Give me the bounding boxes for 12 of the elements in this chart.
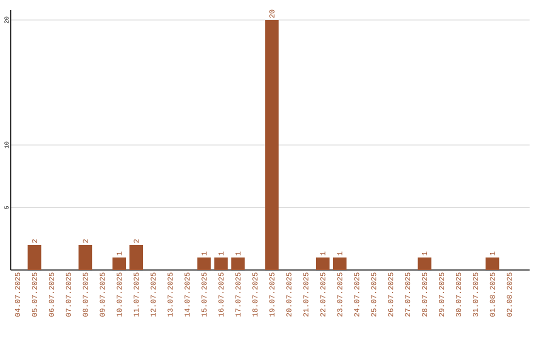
bar bbox=[265, 20, 279, 270]
bar bbox=[78, 245, 92, 270]
bar bbox=[214, 258, 228, 270]
bar bbox=[316, 258, 330, 270]
bar bbox=[112, 258, 126, 270]
bar bbox=[197, 258, 211, 270]
bar bbox=[486, 258, 500, 270]
bar bbox=[418, 258, 432, 270]
bar bbox=[231, 258, 245, 270]
bar bbox=[28, 245, 42, 270]
bar bbox=[129, 245, 143, 270]
bar bbox=[332, 258, 347, 270]
